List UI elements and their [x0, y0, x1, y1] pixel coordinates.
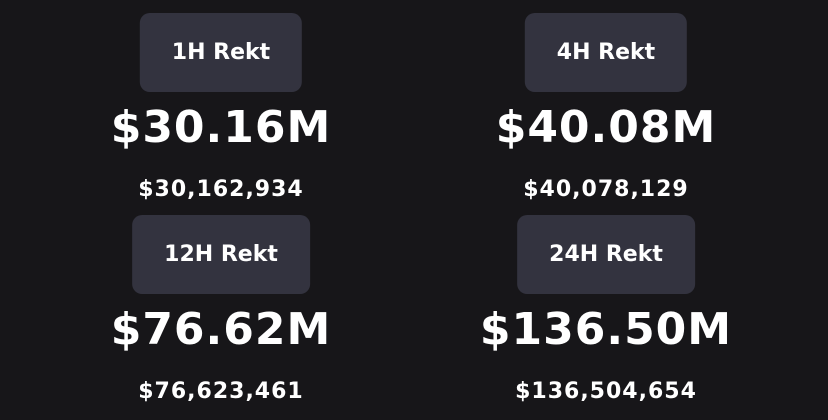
rekt-exact-amount: $40,078,129 — [523, 177, 689, 202]
rekt-card: 24H Rekt $136.50M $136,504,654 — [416, 202, 796, 404]
rekt-amount: $40.08M — [495, 102, 717, 153]
period-badge: 1H Rekt — [139, 13, 303, 92]
rekt-card: 4H Rekt $40.08M $40,078,129 — [416, 0, 796, 202]
period-badge: 24H Rekt — [517, 215, 695, 294]
rekt-card: 12H Rekt $76.62M $76,623,461 — [31, 202, 411, 404]
rekt-exact-amount: $76,623,461 — [138, 379, 304, 404]
period-badge: 4H Rekt — [524, 13, 688, 92]
rekt-card: 1H Rekt $30.16M $30,162,934 — [31, 0, 411, 202]
rekt-amount: $76.62M — [110, 304, 332, 355]
rekt-exact-amount: $136,504,654 — [515, 379, 697, 404]
period-badge: 12H Rekt — [132, 215, 310, 294]
rekt-amount: $136.50M — [479, 304, 733, 355]
rekt-exact-amount: $30,162,934 — [138, 177, 304, 202]
rekt-amount: $30.16M — [110, 102, 332, 153]
